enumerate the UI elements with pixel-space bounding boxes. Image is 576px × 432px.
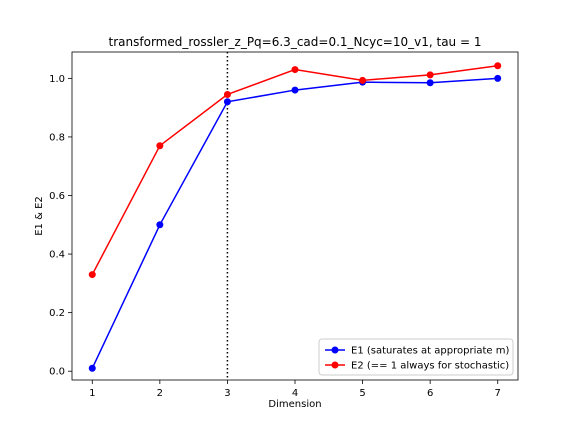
series-1-point-3 — [223, 98, 231, 106]
y-tick-label-0.8: 0.8 — [49, 132, 65, 143]
series-1-point-1 — [88, 364, 96, 372]
x-tick-label-2: 2 — [157, 388, 163, 399]
axes-frame — [71, 51, 519, 381]
chart-title: transformed_rossler_z_Pq=6.3_cad=0.1_Ncy… — [109, 35, 482, 49]
series-2-point-1 — [88, 271, 96, 279]
x-tick-label-1: 1 — [89, 388, 95, 399]
series-2-point-4 — [291, 66, 299, 74]
series-2-point-3 — [223, 90, 231, 98]
y-tick-label-0.0: 0.0 — [49, 367, 65, 378]
x-tick-label-4: 4 — [292, 388, 298, 399]
x-tick-label-3: 3 — [224, 388, 230, 399]
series-1-point-2 — [156, 221, 164, 229]
legend-marker-1 — [331, 346, 339, 354]
y-tick-label-0.2: 0.2 — [49, 308, 65, 319]
series-1-point-7 — [494, 74, 502, 82]
x-axis-label: Dimension — [268, 399, 321, 410]
legend-label-1: E1 (saturates at appropriate m) — [351, 346, 509, 357]
series-1-point-4 — [291, 86, 299, 94]
series-2-point-2 — [156, 142, 164, 150]
plot-area: 1 2 3 4 5 6 7 0.0 0.2 0.4 0.6 0.8 1.0 E1 (saturates a… — [49, 51, 519, 399]
legend-box — [318, 338, 514, 376]
series-2-point-5 — [359, 76, 367, 84]
y-tick-label-1.0: 1.0 — [49, 74, 65, 85]
x-tick-label-5: 5 — [359, 388, 365, 399]
x-tick-label-7: 7 — [495, 388, 501, 399]
legend-label-2: E2 (== 1 always for stochastic) — [351, 361, 509, 372]
y-tick-label-0.6: 0.6 — [49, 191, 65, 202]
series-2-point-6 — [426, 71, 434, 79]
y-tick-label-0.4: 0.4 — [49, 250, 65, 261]
x-tick-label-6: 6 — [427, 388, 433, 399]
series-1-point-6 — [426, 79, 434, 87]
legend-marker-2 — [331, 361, 339, 369]
series-2-point-7 — [494, 62, 502, 70]
y-axis-label: E1 & E2 — [34, 196, 45, 236]
